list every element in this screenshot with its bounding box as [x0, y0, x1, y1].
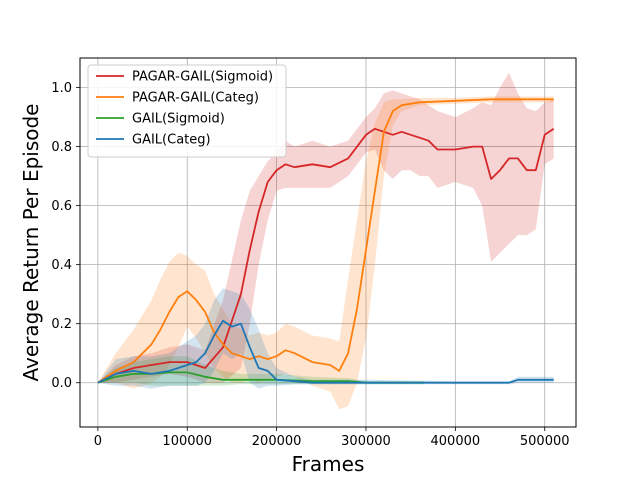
series-line-3	[97, 319, 554, 384]
legend-label: GAIL(Sigmoid)	[132, 112, 225, 127]
legend: PAGAR-GAIL(Sigmoid) PAGAR-GAIL(Categ) GAIL…	[87, 64, 287, 158]
x-tick-label: 500000	[520, 434, 570, 449]
legend-box	[87, 64, 287, 158]
legend-label: GAIL(Categ)	[132, 133, 211, 148]
x-tick-label: 100000	[162, 434, 212, 449]
axis-ticks: 0 100000 200000 300000 400000 500000 0.0 0.2 0.4…	[51, 81, 569, 449]
y-tick-label: 0.6	[51, 199, 72, 214]
y-tick-label: 0.4	[51, 258, 72, 273]
y-tick-label: 1.0	[51, 81, 72, 96]
x-axis-label: Frames	[292, 452, 365, 476]
y-tick-label: 0.0	[51, 376, 72, 391]
series-line-0	[97, 127, 555, 384]
legend-label: PAGAR-GAIL(Categ)	[132, 91, 259, 106]
series-line-2	[97, 371, 425, 384]
x-tick-label: 0	[94, 434, 102, 449]
y-tick-label: 0.2	[51, 317, 72, 332]
y-axis-label: Average Return Per Episode	[19, 104, 43, 382]
series-line-1	[97, 98, 554, 384]
confidence-band-2	[97, 356, 425, 386]
x-tick-label: 400000	[431, 434, 481, 449]
confidence-band-3	[97, 288, 554, 389]
legend-label: PAGAR-GAIL(Sigmoid)	[132, 70, 273, 85]
confidence-band-1	[97, 96, 554, 410]
series-lines	[97, 98, 555, 384]
x-tick-label: 300000	[341, 434, 391, 449]
y-tick-label: 0.8	[51, 140, 72, 155]
plot-frame	[79, 57, 577, 428]
x-tick-label: 200000	[252, 434, 302, 449]
